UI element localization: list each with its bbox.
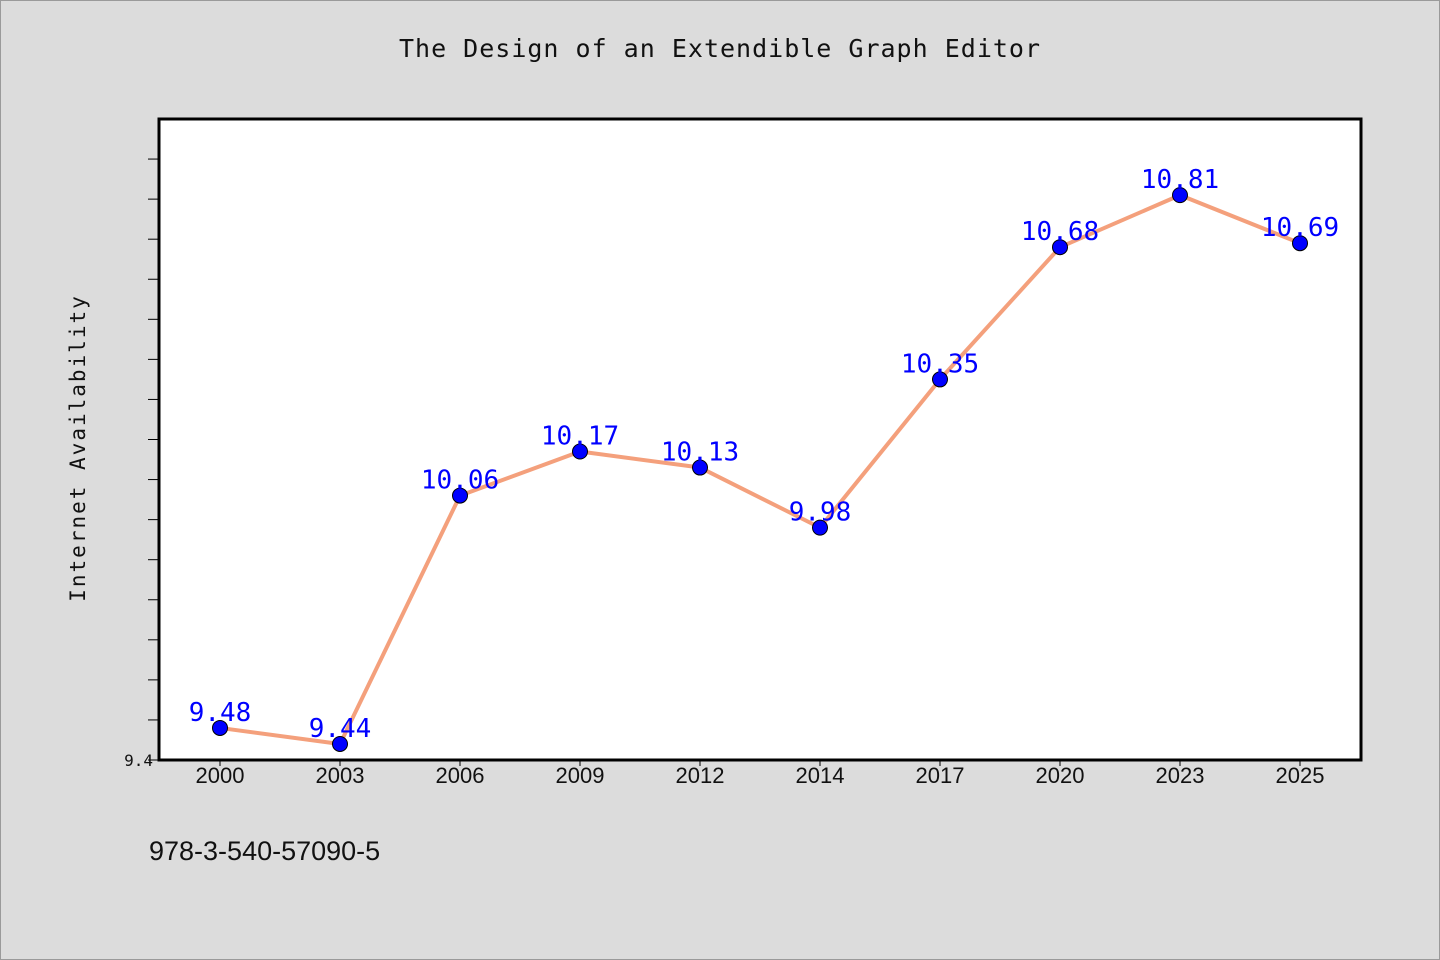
data-point-2017 bbox=[932, 371, 948, 388]
data-label-2017: 10.35 bbox=[901, 349, 979, 379]
data-point-2009 bbox=[572, 443, 588, 460]
x-tick-label-2003: 2003 bbox=[316, 763, 365, 788]
data-label-2012: 10.13 bbox=[661, 438, 739, 468]
y-tick-label-0: 9.4 bbox=[124, 751, 153, 770]
x-tick-label-2009: 2009 bbox=[556, 763, 605, 788]
x-tick-label-2006: 2006 bbox=[436, 763, 485, 788]
x-tick-label-2017: 2017 bbox=[916, 763, 965, 788]
x-tick-label-2000: 2000 bbox=[196, 763, 245, 788]
data-point-2020 bbox=[1052, 239, 1068, 256]
x-tick-label-2014: 2014 bbox=[796, 763, 845, 788]
data-label-2020: 10.68 bbox=[1021, 217, 1099, 247]
y-axis-tick-labels: 9.4 bbox=[124, 751, 153, 770]
marker-group bbox=[212, 187, 1308, 752]
x-tick-label-2025: 2025 bbox=[1276, 763, 1325, 788]
x-tick-label-2020: 2020 bbox=[1036, 763, 1085, 788]
chart-title: The Design of an Extendible Graph Editor bbox=[398, 34, 1042, 63]
data-point-2014 bbox=[812, 519, 828, 536]
data-label-2014: 9.98 bbox=[789, 498, 852, 528]
x-axis-ticks bbox=[219, 760, 1301, 766]
data-label-2000: 9.48 bbox=[189, 698, 252, 728]
data-point-2023 bbox=[1172, 187, 1188, 204]
y-axis-ticks bbox=[148, 158, 159, 761]
data-point-2003 bbox=[332, 735, 348, 752]
data-point-2006 bbox=[452, 487, 468, 504]
isbn-text: 978-3-540-57090-5 bbox=[149, 836, 381, 866]
data-label-2025: 10.69 bbox=[1261, 213, 1339, 243]
x-tick-label-2023: 2023 bbox=[1156, 763, 1205, 788]
data-label-group: 9.48 9.44 10.06 10.17 10.13 9.98 10.35 10.68 10.… bbox=[189, 165, 1339, 744]
series-line bbox=[219, 193, 1301, 746]
data-point-2000 bbox=[212, 719, 228, 736]
x-axis-tick-labels: 2000 2003 2006 2009 2012 2014 2017 2020 2023 2025 bbox=[196, 763, 1325, 788]
series-group bbox=[219, 193, 1301, 746]
data-point-2025 bbox=[1292, 235, 1308, 252]
data-point-2012 bbox=[692, 459, 708, 476]
data-label-2006: 10.06 bbox=[421, 466, 499, 496]
x-tick-label-2012: 2012 bbox=[676, 763, 725, 788]
data-label-2009: 10.17 bbox=[541, 422, 619, 452]
data-label-2003: 9.44 bbox=[309, 714, 372, 744]
data-label-2023: 10.81 bbox=[1141, 165, 1219, 195]
plot-area bbox=[157, 117, 1363, 762]
